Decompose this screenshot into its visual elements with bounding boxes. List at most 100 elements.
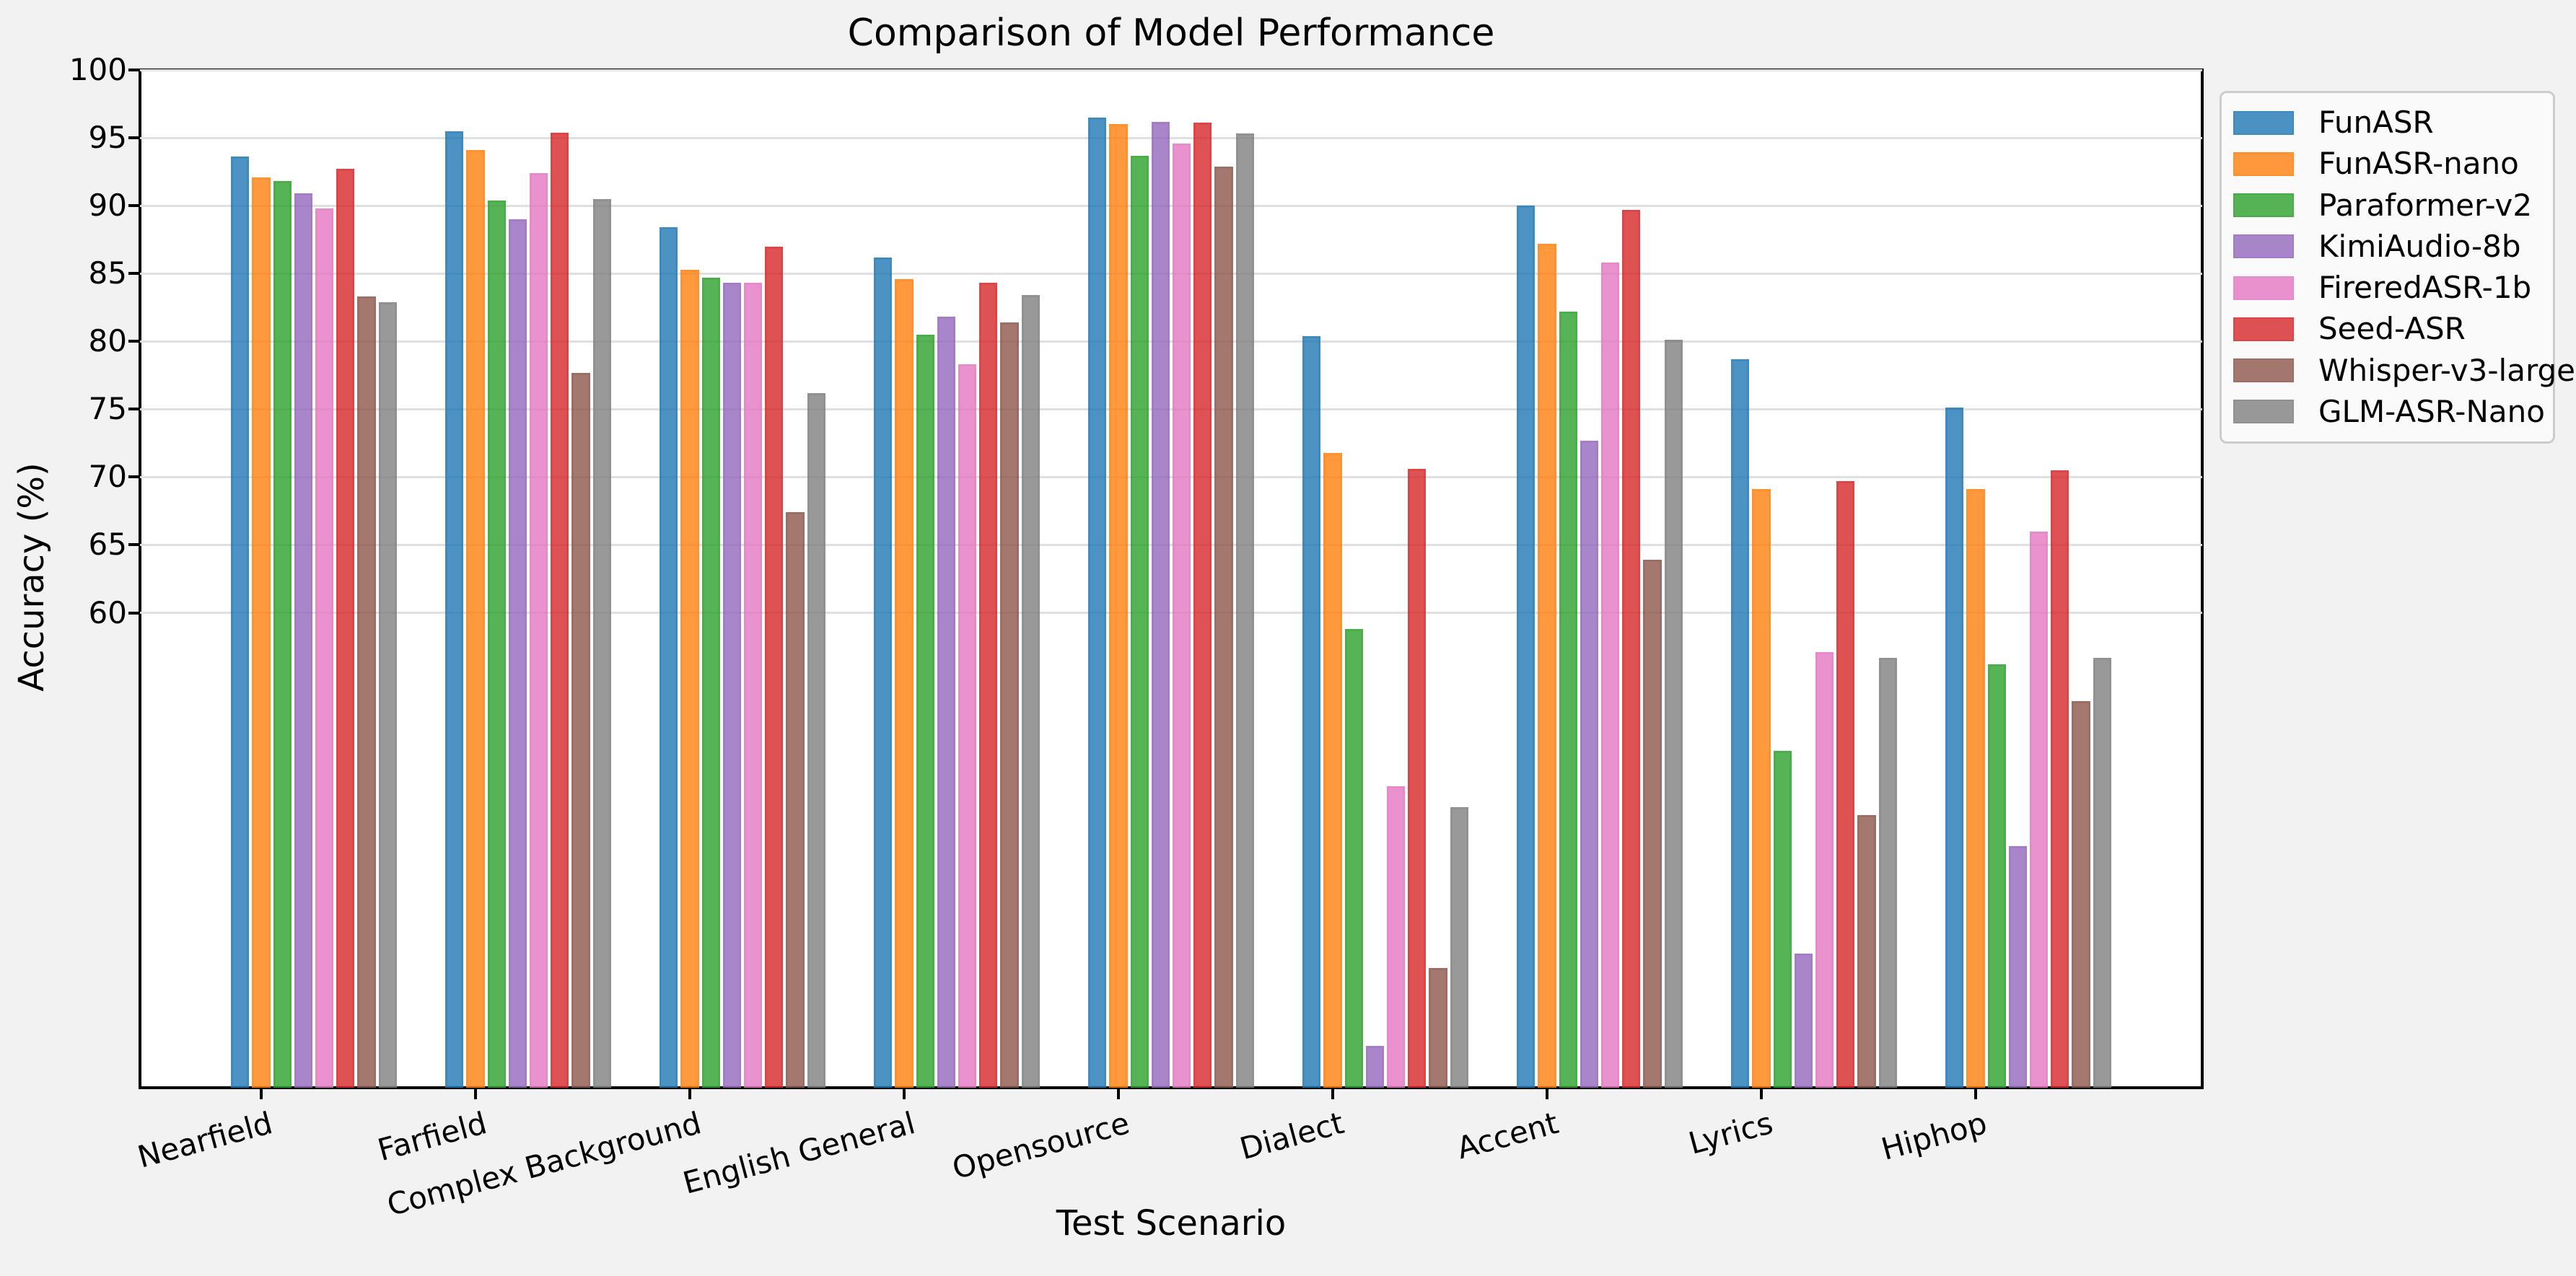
x-tick-mark-complex-background: [688, 1089, 691, 1099]
bar-whisper-v3-large-opensource: [1214, 166, 1233, 1088]
legend-label-glm-asr-nano: GLM-ASR-Nano: [2318, 393, 2545, 429]
legend-swatch-funasr-nano: [2233, 151, 2294, 176]
y-tick-mark-65: [128, 543, 140, 547]
bar-glm-asr-nano-farfield: [592, 198, 611, 1088]
bar-funasr-nano-accent: [1538, 243, 1556, 1088]
x-tick-label-opensource: Opensource: [948, 1105, 1134, 1187]
gridline-y-90: [140, 204, 2202, 207]
y-tick-mark-80: [128, 340, 140, 343]
bar-glm-asr-nano-complex-background: [807, 392, 825, 1088]
bar-funasr-nearfield: [231, 157, 250, 1088]
bar-paraformer-v2-dialect: [1344, 629, 1363, 1088]
bar-whisper-v3-large-accent: [1643, 560, 1662, 1088]
bar-paraformer-v2-farfield: [487, 200, 506, 1088]
bar-whisper-v3-large-complex-background: [786, 512, 805, 1088]
bar-paraformer-v2-lyrics: [1773, 751, 1792, 1088]
gridline-y-75: [140, 408, 2202, 410]
x-axis-label: Test Scenario: [1056, 1203, 1287, 1244]
bar-whisper-v3-large-lyrics: [1857, 814, 1876, 1088]
bar-glm-asr-nano-hiphop: [2093, 657, 2111, 1088]
bar-seed-asr-english-general: [979, 283, 998, 1088]
legend-item-funasr: FunASR: [2233, 105, 2546, 140]
bar-fireredasr-1b-nearfield: [315, 208, 334, 1088]
y-axis-label: Accuracy (%): [12, 462, 52, 692]
bar-seed-asr-lyrics: [1836, 481, 1855, 1088]
bar-glm-asr-nano-opensource: [1235, 133, 1254, 1088]
bar-funasr-accent: [1517, 206, 1535, 1088]
bar-paraformer-v2-hiphop: [1987, 664, 2006, 1088]
bar-seed-asr-nearfield: [336, 169, 355, 1088]
bar-whisper-v3-large-english-general: [1000, 322, 1019, 1088]
y-tick-mark-85: [128, 272, 140, 276]
y-tick-mark-70: [128, 475, 140, 479]
bar-seed-asr-farfield: [551, 132, 569, 1088]
bar-fireredasr-1b-dialect: [1387, 786, 1406, 1088]
y-tick-mark-95: [128, 136, 140, 140]
bar-funasr-nano-english-general: [895, 278, 914, 1088]
bar-fireredasr-1b-complex-background: [744, 283, 763, 1088]
legend-item-seed-asr: Seed-ASR: [2233, 312, 2546, 346]
bar-funasr-nano-dialect: [1323, 452, 1342, 1088]
bar-kimiaudio-8b-english-general: [937, 317, 955, 1088]
bar-kimiaudio-8b-complex-background: [722, 283, 741, 1088]
legend-swatch-glm-asr-nano: [2233, 400, 2294, 424]
bar-glm-asr-nano-english-general: [1021, 295, 1040, 1088]
bar-kimiaudio-8b-farfield: [508, 219, 527, 1088]
bar-fireredasr-1b-farfield: [530, 172, 548, 1088]
bar-paraformer-v2-opensource: [1130, 155, 1149, 1088]
bar-kimiaudio-8b-accent: [1580, 440, 1598, 1088]
bar-kimiaudio-8b-hiphop: [2008, 846, 2027, 1088]
legend-swatch-funasr: [2233, 110, 2294, 135]
bar-funasr-nano-complex-background: [680, 269, 699, 1088]
x-tick-mark-lyrics: [1760, 1089, 1763, 1099]
gridline-y-100: [140, 69, 2202, 71]
legend-swatch-kimiaudio-8b: [2233, 234, 2294, 259]
bar-fireredasr-1b-accent: [1601, 263, 1620, 1088]
bar-kimiaudio-8b-lyrics: [1794, 953, 1813, 1088]
x-tick-label-dialect: Dialect: [1236, 1105, 1348, 1167]
legend-label-funasr-nano: FunASR-nano: [2318, 146, 2519, 182]
x-tick-label-english-general: English General: [679, 1105, 919, 1201]
legend-label-whisper-v3-large: Whisper-v3-large: [2318, 352, 2575, 388]
legend-item-kimiaudio-8b: KimiAudio-8b: [2233, 229, 2546, 264]
bar-seed-asr-complex-background: [765, 246, 784, 1088]
legend-label-seed-asr: Seed-ASR: [2318, 311, 2466, 347]
legend-item-paraformer-v2: Paraformer-v2: [2233, 188, 2546, 223]
y-tick-label-90: 90: [88, 188, 127, 224]
y-tick-label-70: 70: [88, 459, 127, 495]
bar-funasr-english-general: [874, 257, 893, 1088]
legend-label-paraformer-v2: Paraformer-v2: [2318, 187, 2533, 223]
legend-swatch-seed-asr: [2233, 317, 2294, 341]
bar-funasr-farfield: [445, 131, 464, 1088]
x-tick-mark-farfield: [474, 1089, 477, 1099]
x-tick-label-nearfield: Nearfield: [133, 1105, 276, 1175]
bar-fireredasr-1b-english-general: [958, 364, 977, 1088]
legend-item-fireredasr-1b: FireredASR-1b: [2233, 270, 2546, 305]
y-tick-mark-90: [128, 204, 140, 208]
chart-title: Comparison of Model Performance: [847, 12, 1495, 55]
bar-funasr-hiphop: [1945, 408, 1964, 1088]
y-tick-label-60: 60: [88, 594, 127, 630]
gridline-y-80: [140, 340, 2202, 343]
bar-paraformer-v2-nearfield: [273, 181, 292, 1088]
bar-funasr-complex-background: [660, 227, 678, 1088]
y-tick-label-75: 75: [88, 391, 127, 427]
gridline-y-65: [140, 543, 2202, 546]
bar-whisper-v3-large-farfield: [571, 372, 590, 1088]
y-tick-label-80: 80: [88, 323, 127, 359]
bar-whisper-v3-large-nearfield: [357, 296, 376, 1088]
bar-glm-asr-nano-dialect: [1450, 806, 1468, 1088]
bar-fireredasr-1b-lyrics: [1815, 652, 1834, 1088]
bar-kimiaudio-8b-opensource: [1151, 121, 1170, 1088]
x-tick-mark-dialect: [1331, 1089, 1334, 1099]
y-tick-label-95: 95: [88, 120, 127, 156]
bar-fireredasr-1b-opensource: [1173, 143, 1191, 1088]
x-tick-mark-hiphop: [1974, 1089, 1977, 1099]
bar-glm-asr-nano-lyrics: [1878, 657, 1897, 1088]
y-tick-mark-100: [128, 69, 140, 71]
bar-paraformer-v2-english-general: [916, 334, 934, 1088]
x-tick-mark-english-general: [903, 1089, 906, 1099]
gridline-y-70: [140, 475, 2202, 478]
bar-funasr-nano-farfield: [466, 150, 485, 1088]
bar-funasr-nano-nearfield: [252, 177, 271, 1088]
